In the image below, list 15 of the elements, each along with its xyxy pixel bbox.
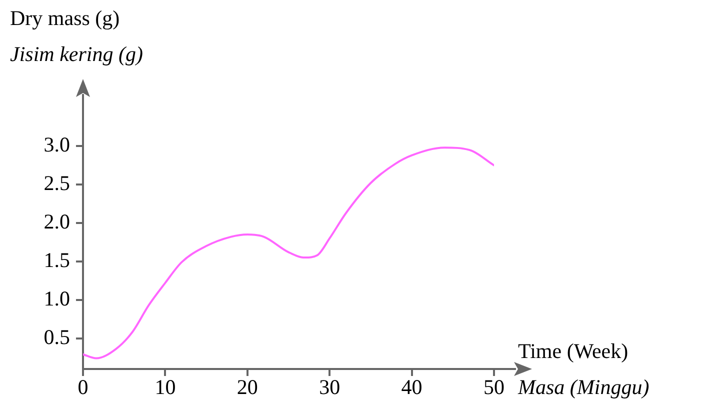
y-tick-label: 1.5 — [44, 248, 70, 272]
y-tick-label: 1.0 — [44, 286, 70, 310]
x-tick-label: 0 — [78, 375, 88, 400]
line-series — [83, 146, 494, 360]
y-tick-label: 3.0 — [44, 132, 70, 157]
x-tick-label: 40 — [401, 375, 422, 400]
x-tick-label: 50 — [484, 375, 504, 400]
x-axis-title: Time (Week) Masa (Minggu) — [518, 338, 650, 401]
x-tick-label: 30 — [319, 375, 340, 400]
x-tick-label: 20 — [236, 375, 258, 400]
y-tick-label: 0.5 — [44, 324, 70, 349]
y-axis-title: Dry mass (g) Jisim kering (g) — [10, 5, 143, 68]
y-tick-label: 2.5 — [44, 171, 70, 196]
x-tick-label: 10 — [154, 375, 176, 400]
y-tick-label: 2.0 — [44, 209, 70, 234]
